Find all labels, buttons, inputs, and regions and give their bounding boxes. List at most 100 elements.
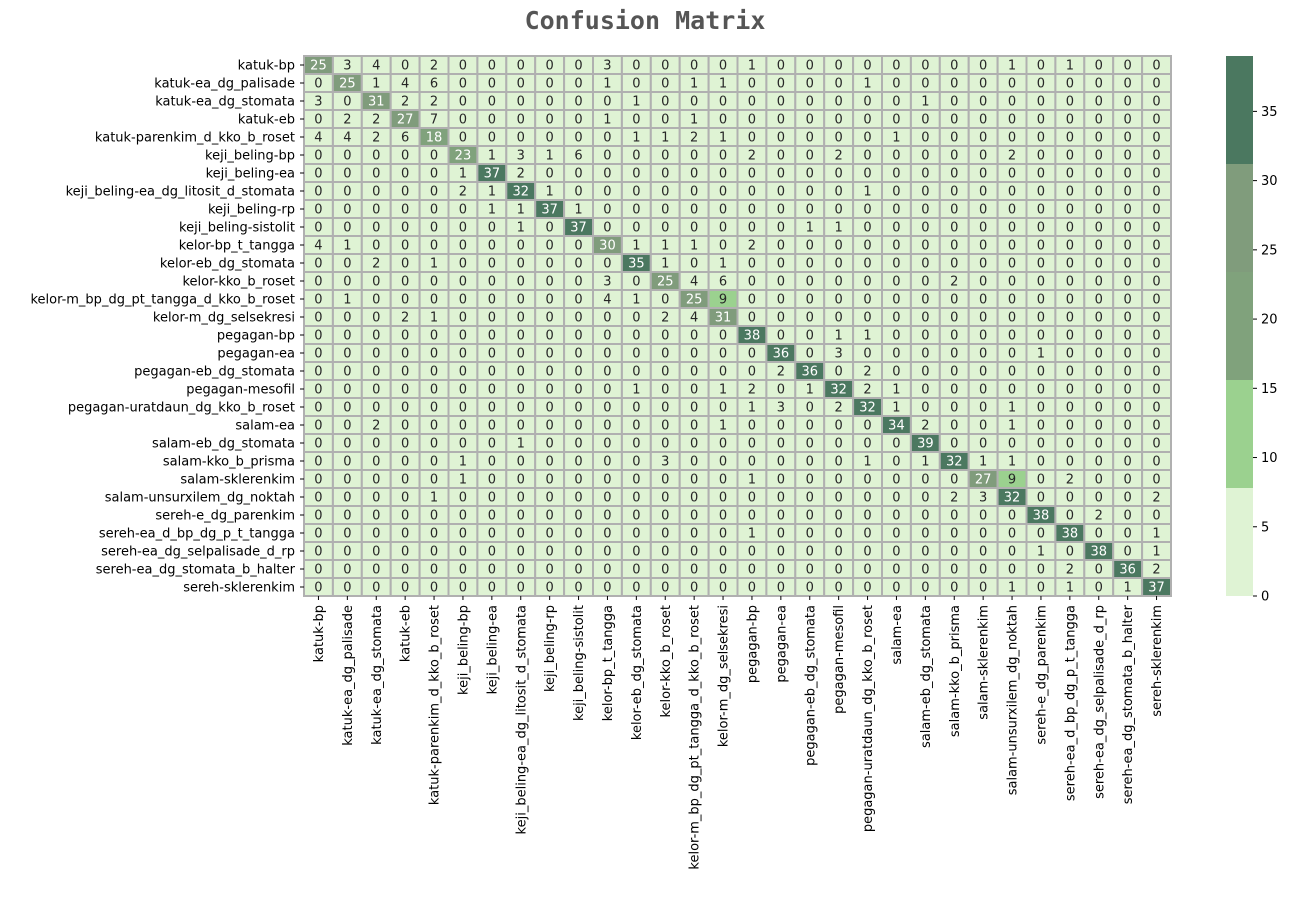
cell-value-label: 2 [1066,563,1074,578]
cell-value-label: 2 [1066,473,1074,488]
cell-value-label: 0 [401,527,409,542]
cell-value-label: 32 [830,383,847,398]
cell-value-label: 0 [777,131,785,146]
cell-value-label: 38 [1090,545,1107,560]
cell-value-label: 0 [1095,59,1103,74]
cell-value-label: 0 [1066,131,1074,146]
cell-value-label: 0 [314,221,322,236]
cell-value-label: 4 [401,77,409,92]
cell-value-label: 1 [690,77,698,92]
cell-value-label: 0 [661,95,669,110]
cell-value-label: 0 [401,545,409,560]
cell-value-label: 0 [459,257,467,272]
cell-value-label: 0 [719,167,727,182]
cell-value-label: 0 [892,257,900,272]
cell-value-label: 0 [661,329,669,344]
x-tick-label: salam-ea [890,605,905,665]
cell-value-label: 0 [343,581,351,596]
cell-value-label: 0 [863,419,871,434]
cell-value-label: 0 [863,95,871,110]
cell-value-label: 0 [574,437,582,452]
cell-value-label: 3 [979,491,987,506]
cell-value-label: 0 [574,347,582,362]
cell-value-label: 0 [546,437,554,452]
cell-value-label: 0 [921,491,929,506]
cell-value-label: 0 [1008,509,1016,524]
cell-value-label: 0 [777,59,785,74]
cell-value-label: 0 [372,437,380,452]
cell-value-label: 0 [1152,455,1160,470]
cell-value-label: 0 [979,113,987,128]
cell-value-label: 0 [979,275,987,290]
cell-value-label: 0 [806,293,814,308]
cell-value-label: 32 [859,401,876,416]
cell-value-label: 0 [1066,239,1074,254]
cell-value-label: 31 [715,311,732,326]
cell-value-label: 0 [1124,311,1132,326]
colorbar-tick-label: 25 [1261,243,1278,258]
cell-value-label: 0 [459,509,467,524]
cell-value-label: 0 [806,275,814,290]
y-tick-label: salam-kko_b_prisma [163,455,295,470]
cell-value-label: 1 [1066,59,1074,74]
cell-value-label: 0 [1095,491,1103,506]
cell-value-label: 0 [632,545,640,560]
cell-value-label: 0 [748,167,756,182]
x-tick-label: katuk-bp [312,605,327,662]
cell-value-label: 0 [1095,167,1103,182]
cell-value-label: 1 [574,203,582,218]
cell-value-label: 0 [835,239,843,254]
cell-value-label: 0 [459,113,467,128]
y-tick-label: keji_beling-rp [208,203,295,218]
cell-value-label: 0 [314,329,322,344]
cell-value-label: 0 [517,293,525,308]
cell-value-label: 0 [835,509,843,524]
cell-value-label: 0 [1124,527,1132,542]
cell-value-label: 0 [603,203,611,218]
cell-value-label: 0 [546,419,554,434]
cell-value-label: 0 [950,113,958,128]
cell-value-label: 0 [488,347,496,362]
cell-value-label: 0 [430,473,438,488]
cell-value-label: 0 [1008,131,1016,146]
cell-value-label: 1 [863,77,871,92]
cell-value-label: 1 [1124,581,1132,596]
cell-value-label: 0 [777,95,785,110]
cell-value-label: 0 [401,473,409,488]
cell-value-label: 0 [892,59,900,74]
cell-value-label: 0 [1037,203,1045,218]
cell-value-label: 0 [372,473,380,488]
cell-value-label: 0 [632,113,640,128]
y-tick-label: salam-ea [235,419,295,434]
cell-value-label: 0 [372,383,380,398]
cell-value-label: 0 [430,149,438,164]
cell-value-label: 0 [430,401,438,416]
cell-value-label: 0 [517,257,525,272]
cell-value-label: 0 [546,329,554,344]
cell-value-label: 1 [459,167,467,182]
cell-value-label: 25 [657,275,674,290]
cell-value-label: 0 [517,383,525,398]
x-tick-label: kelor-m_dg_selsekresi [717,605,732,747]
x-tick-label: keji_beling-sistolit [572,605,587,721]
cell-value-label: 0 [546,293,554,308]
cell-value-label: 0 [863,113,871,128]
cell-value-label: 0 [719,95,727,110]
cell-value-label: 0 [1008,563,1016,578]
cell-value-label: 0 [574,185,582,200]
cell-value-label: 1 [546,185,554,200]
cell-value-label: 0 [343,401,351,416]
cell-value-label: 0 [488,131,496,146]
cell-value-label: 0 [546,473,554,488]
cell-value-label: 1 [1152,527,1160,542]
cell-value-label: 0 [1037,149,1045,164]
cell-value-label: 0 [372,347,380,362]
cell-value-label: 0 [430,221,438,236]
cell-value-label: 0 [950,473,958,488]
cell-value-label: 0 [488,239,496,254]
cell-value-label: 0 [1037,365,1045,380]
cell-value-label: 0 [1095,329,1103,344]
cell-value-label: 0 [979,509,987,524]
cell-value-label: 0 [979,149,987,164]
cell-value-label: 0 [1037,455,1045,470]
